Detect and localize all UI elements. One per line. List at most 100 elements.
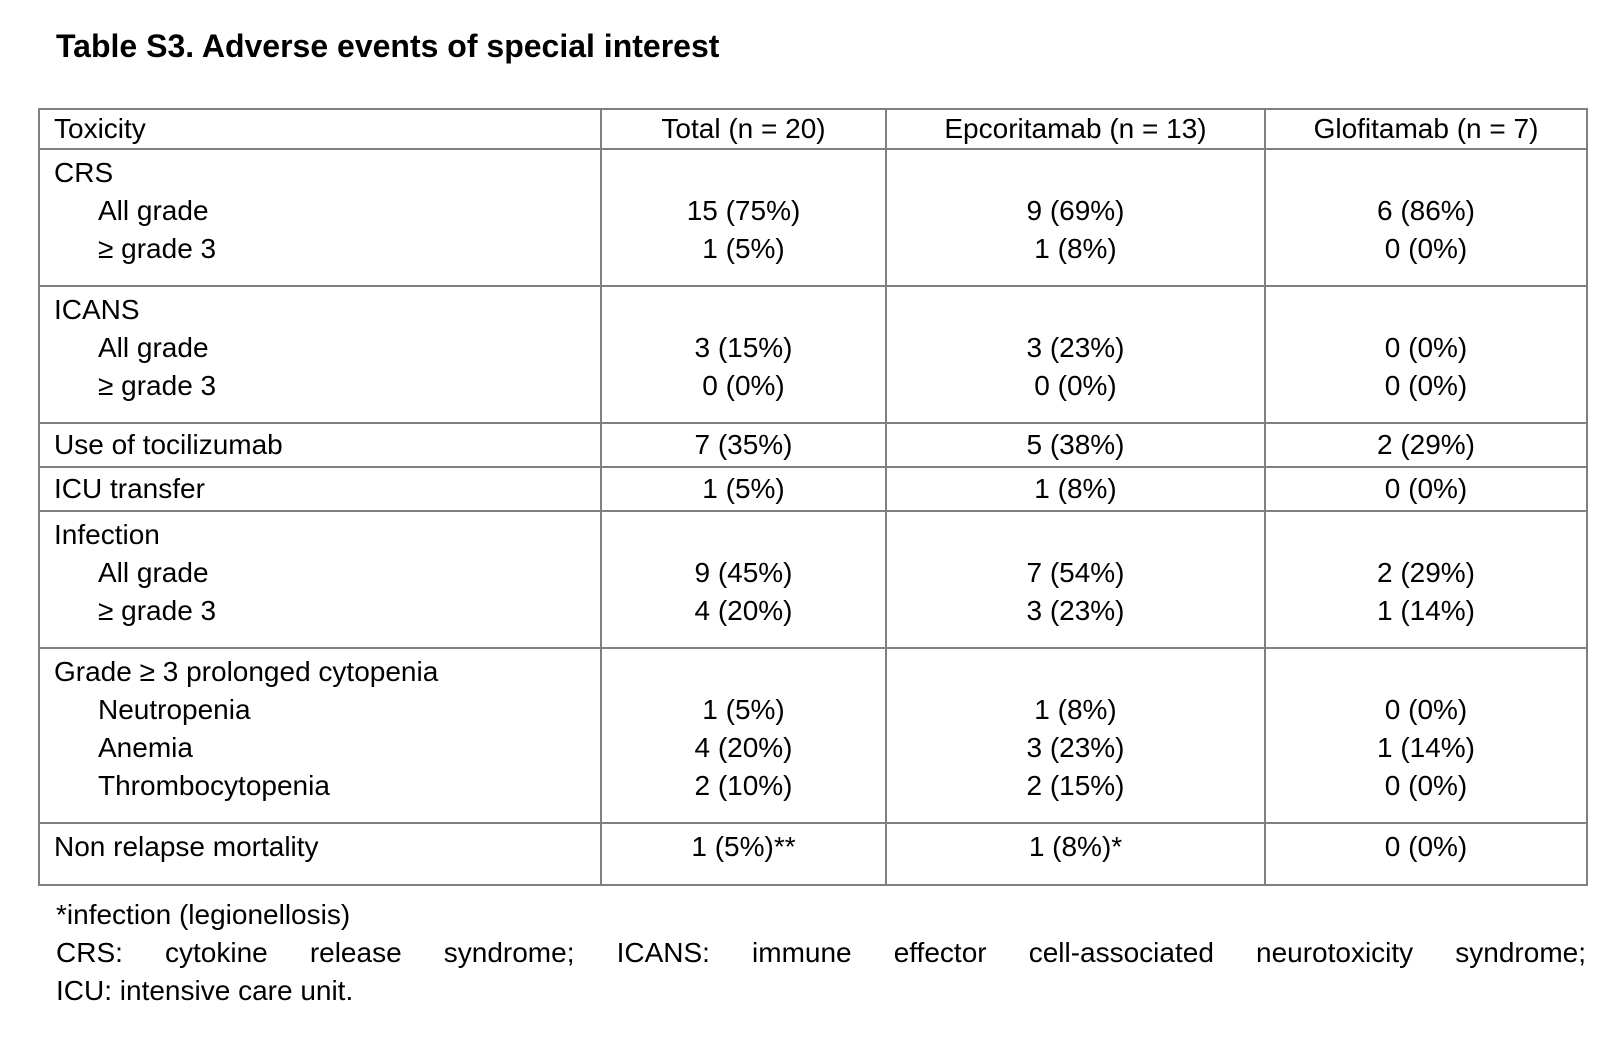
infection-total-cell: 9 (45%) 4 (20%) — [600, 510, 887, 649]
spacer — [887, 154, 1264, 192]
cytopenia-label-cell: Grade ≥ 3 prolonged cytopenia Neutropeni… — [38, 647, 602, 824]
crs-grade3-glofitamab: 0 (0%) — [1384, 233, 1468, 264]
spacer — [602, 154, 885, 192]
nrm-glofitamab: 0 (0%) — [1384, 831, 1468, 862]
cytopenia-neutropenia-epcoritamab: 1 (8%) — [1034, 694, 1117, 725]
crs-grade3-total: 1 (5%) — [702, 233, 785, 264]
infection-all-grade-glofitamab: 2 (29%) — [1376, 557, 1476, 588]
icu-transfer-label: ICU transfer — [54, 473, 205, 504]
footnote-abbreviations-line1: CRS: cytokine release syndrome; ICANS: i… — [56, 937, 1586, 968]
crs-total-cell: 15 (75%) 1 (5%) — [600, 148, 887, 287]
icans-all-grade-epcoritamab: 3 (23%) — [1026, 332, 1125, 363]
cytopenia-total-cell: 1 (5%) 4 (20%) 2 (10%) — [600, 647, 887, 824]
icans-all-grade-label: All grade — [98, 332, 209, 363]
row-non-relapse-mortality: Non relapse mortality 1 (5%)** 1 (8%)* 0… — [38, 822, 1588, 886]
icans-all-grade-total: 3 (15%) — [694, 332, 793, 363]
column-header-toxicity: Toxicity — [38, 108, 602, 150]
infection-grade3-label: ≥ grade 3 — [98, 595, 217, 626]
column-header-epcoritamab-label: Epcoritamab (n = 13) — [944, 113, 1207, 144]
spacer — [887, 653, 1264, 691]
tocilizumab-glofitamab: 2 (29%) — [1376, 429, 1476, 460]
icans-grade3-glofitamab: 0 (0%) — [1384, 370, 1468, 401]
infection-label-cell: Infection All grade ≥ grade 3 — [38, 510, 602, 649]
icu-transfer-glofitamab: 0 (0%) — [1384, 473, 1468, 504]
spacer — [1266, 291, 1586, 329]
icans-total-cell: 3 (15%) 0 (0%) — [600, 285, 887, 424]
adverse-events-table: Toxicity Total (n = 20) Epcoritamab (n =… — [38, 108, 1588, 886]
cytopenia-neutropenia-label: Neutropenia — [98, 694, 251, 725]
cytopenia-section-label: Grade ≥ 3 prolonged cytopenia — [54, 656, 439, 687]
spacer — [1266, 154, 1586, 192]
tocilizumab-epcoritamab-cell: 5 (38%) — [885, 422, 1266, 468]
column-header-glofitamab: Glofitamab (n = 7) — [1264, 108, 1588, 150]
cytopenia-epcoritamab-cell: 1 (8%) 3 (23%) 2 (15%) — [885, 647, 1266, 824]
column-header-total: Total (n = 20) — [600, 108, 887, 150]
cytopenia-anemia-label: Anemia — [98, 732, 193, 763]
crs-all-grade-glofitamab: 6 (86%) — [1376, 195, 1476, 226]
footnotes: *infection (legionellosis) CRS: cytokine… — [56, 896, 1586, 1010]
infection-section-label: Infection — [54, 519, 160, 550]
tocilizumab-epcoritamab: 5 (38%) — [1026, 429, 1125, 460]
nrm-epcoritamab: 1 (8%)* — [1028, 831, 1123, 862]
crs-all-grade-epcoritamab: 9 (69%) — [1026, 195, 1125, 226]
crs-grade3-label: ≥ grade 3 — [98, 233, 217, 264]
infection-grade3-glofitamab: 1 (14%) — [1376, 595, 1476, 626]
page: Table S3. Adverse events of special inte… — [38, 28, 1588, 1010]
footnote-asterisk: *infection (legionellosis) — [56, 899, 351, 930]
spacer — [1266, 516, 1586, 554]
cytopenia-anemia-glofitamab: 1 (14%) — [1376, 732, 1476, 763]
nrm-glofitamab-cell: 0 (0%) — [1264, 822, 1588, 886]
column-header-epcoritamab: Epcoritamab (n = 13) — [885, 108, 1266, 150]
infection-all-grade-total: 9 (45%) — [694, 557, 793, 588]
spacer — [887, 291, 1264, 329]
infection-all-grade-epcoritamab: 7 (54%) — [1026, 557, 1125, 588]
nrm-total: 1 (5%)** — [691, 831, 796, 862]
cytopenia-neutropenia-total: 1 (5%) — [702, 694, 785, 725]
icans-grade3-total: 0 (0%) — [702, 370, 785, 401]
icu-transfer-total: 1 (5%) — [702, 473, 785, 504]
spacer — [1266, 653, 1586, 691]
cytopenia-glofitamab-cell: 0 (0%) 1 (14%) 0 (0%) — [1264, 647, 1588, 824]
icans-epcoritamab-cell: 3 (23%) 0 (0%) — [885, 285, 1266, 424]
icu-transfer-total-cell: 1 (5%) — [600, 466, 887, 512]
infection-all-grade-label: All grade — [98, 557, 209, 588]
icu-transfer-glofitamab-cell: 0 (0%) — [1264, 466, 1588, 512]
crs-grade3-epcoritamab: 1 (8%) — [1034, 233, 1117, 264]
nrm-epcoritamab-cell: 1 (8%)* — [885, 822, 1266, 886]
icu-transfer-epcoritamab-cell: 1 (8%) — [885, 466, 1266, 512]
cytopenia-neutropenia-glofitamab: 0 (0%) — [1384, 694, 1468, 725]
cytopenia-thrombocytopenia-label: Thrombocytopenia — [98, 770, 330, 801]
crs-label-cell: CRS All grade ≥ grade 3 — [38, 148, 602, 287]
nrm-label-cell: Non relapse mortality — [38, 822, 602, 886]
crs-section-label: CRS — [54, 157, 114, 188]
nrm-total-cell: 1 (5%)** — [600, 822, 887, 886]
row-tocilizumab: Use of tocilizumab 7 (35%) 5 (38%) 2 (29… — [38, 422, 1588, 468]
icans-all-grade-glofitamab: 0 (0%) — [1384, 332, 1468, 363]
tocilizumab-total: 7 (35%) — [694, 429, 793, 460]
column-header-glofitamab-label: Glofitamab (n = 7) — [1313, 113, 1539, 144]
tocilizumab-label: Use of tocilizumab — [54, 429, 283, 460]
infection-epcoritamab-cell: 7 (54%) 3 (23%) — [885, 510, 1266, 649]
tocilizumab-label-cell: Use of tocilizumab — [38, 422, 602, 468]
tocilizumab-total-cell: 7 (35%) — [600, 422, 887, 468]
cytopenia-thrombocytopenia-glofitamab: 0 (0%) — [1384, 770, 1468, 801]
row-infection: Infection All grade ≥ grade 3 9 (45%) 4 … — [38, 510, 1588, 649]
icans-section-label: ICANS — [54, 294, 140, 325]
crs-all-grade-total: 15 (75%) — [686, 195, 801, 226]
infection-grade3-total: 4 (20%) — [694, 595, 793, 626]
row-crs: CRS All grade ≥ grade 3 15 (75%) 1 (5%) … — [38, 148, 1588, 287]
column-header-toxicity-label: Toxicity — [54, 113, 146, 144]
icu-transfer-label-cell: ICU transfer — [38, 466, 602, 512]
spacer — [887, 516, 1264, 554]
icans-label-cell: ICANS All grade ≥ grade 3 — [38, 285, 602, 424]
spacer — [602, 653, 885, 691]
cytopenia-anemia-total: 4 (20%) — [694, 732, 793, 763]
nrm-label: Non relapse mortality — [54, 831, 319, 862]
cytopenia-thrombocytopenia-total: 2 (10%) — [694, 770, 793, 801]
row-icu-transfer: ICU transfer 1 (5%) 1 (8%) 0 (0%) — [38, 466, 1588, 512]
header-row: Toxicity Total (n = 20) Epcoritamab (n =… — [38, 108, 1588, 150]
cytopenia-thrombocytopenia-epcoritamab: 2 (15%) — [1026, 770, 1125, 801]
column-header-total-label: Total (n = 20) — [661, 113, 826, 144]
infection-grade3-epcoritamab: 3 (23%) — [1026, 595, 1125, 626]
icans-glofitamab-cell: 0 (0%) 0 (0%) — [1264, 285, 1588, 424]
